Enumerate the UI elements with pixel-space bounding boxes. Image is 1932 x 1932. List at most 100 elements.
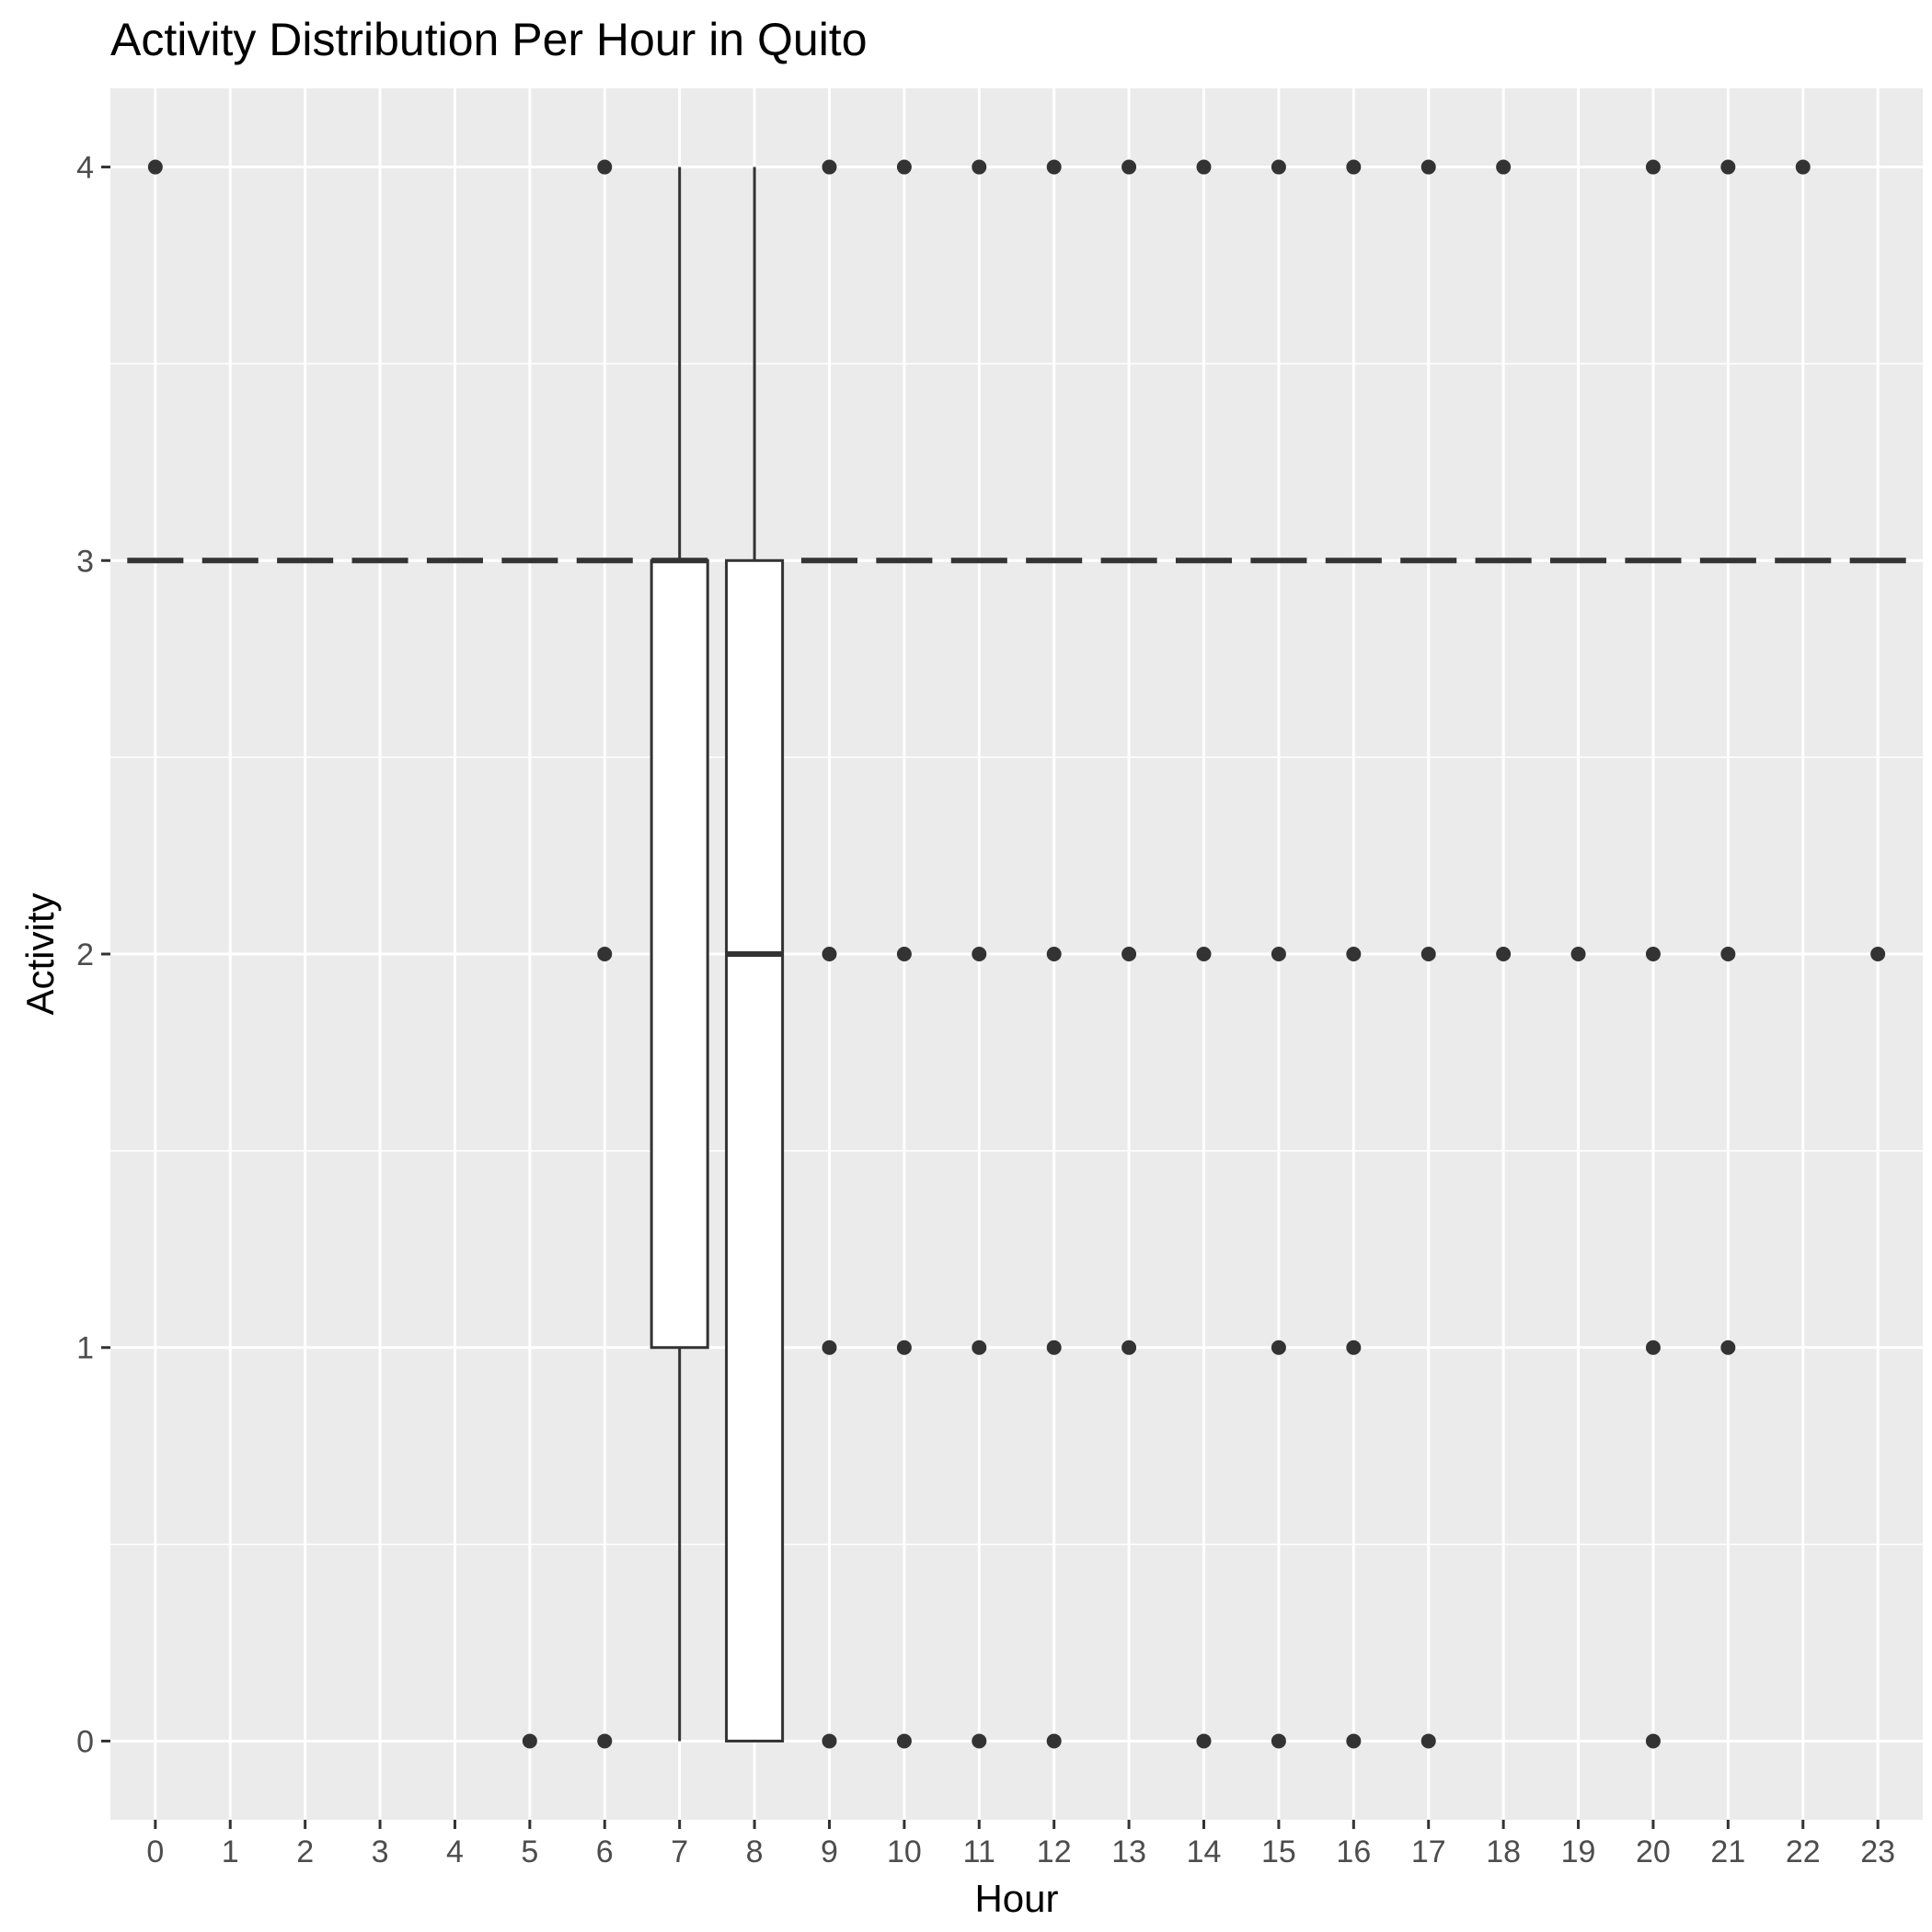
box-hour-19 (1550, 558, 1607, 961)
box-hour-18 (1475, 159, 1532, 961)
outlier-point (1720, 947, 1736, 961)
box-hour-9 (800, 159, 858, 1749)
outlier-point (1121, 947, 1137, 961)
x-tick-label: 12 (1037, 1834, 1072, 1869)
x-tick-label: 15 (1261, 1834, 1296, 1869)
box-hour-12 (1026, 159, 1083, 1749)
x-tick-label: 10 (887, 1834, 922, 1869)
box-hour-23 (1849, 558, 1906, 961)
outlier-point (1795, 159, 1811, 175)
x-tick-label: 4 (446, 1834, 464, 1869)
outlier-point (1271, 1340, 1286, 1355)
outlier-point (822, 159, 837, 175)
box-hour-21 (1699, 159, 1756, 1355)
outlier-point (896, 947, 912, 961)
outlier-point (972, 1340, 987, 1355)
outlier-point (1346, 1340, 1362, 1355)
y-tick-label: 0 (76, 1724, 94, 1759)
x-tick-label: 5 (521, 1834, 538, 1869)
outlier-point (1870, 947, 1886, 961)
outlier-point (1420, 159, 1436, 175)
outlier-point (822, 1733, 837, 1749)
outlier-point (972, 947, 987, 961)
box-hour-10 (876, 159, 933, 1749)
outlier-point (597, 159, 613, 175)
box-body (650, 558, 709, 1350)
x-tick-label: 21 (1710, 1834, 1745, 1869)
box-hour-17 (1400, 159, 1457, 1749)
outlier-point (522, 1733, 537, 1749)
outlier-point (1346, 947, 1362, 961)
outlier-point (822, 947, 837, 961)
x-tick-label: 13 (1111, 1834, 1146, 1869)
box-hour-20 (1625, 159, 1682, 1749)
outlier-point (1645, 1733, 1661, 1749)
x-tick-label: 22 (1786, 1834, 1821, 1869)
box-hour-15 (1250, 159, 1307, 1749)
x-tick-label: 3 (372, 1834, 389, 1869)
box-body (725, 558, 785, 1742)
outlier-point (1645, 947, 1661, 961)
outlier-point (1720, 1340, 1736, 1355)
outlier-point (147, 159, 163, 175)
outlier-point (1645, 1340, 1661, 1355)
box-hour-14 (1175, 159, 1233, 1749)
x-tick-label: 14 (1187, 1834, 1222, 1869)
box-hour-16 (1325, 159, 1382, 1749)
x-tick-label: 16 (1336, 1834, 1371, 1869)
outlier-point (1121, 159, 1137, 175)
x-tick-label: 17 (1411, 1834, 1446, 1869)
outlier-point (1046, 1733, 1062, 1749)
box-hour-8 (725, 167, 785, 1742)
outlier-point (1046, 1340, 1062, 1355)
x-axis-title: Hour (974, 1877, 1058, 1920)
outlier-point (1346, 159, 1362, 175)
x-tick-label: 20 (1636, 1834, 1671, 1869)
outlier-point (972, 1733, 987, 1749)
outlier-point (1196, 947, 1212, 961)
outlier-point (1720, 159, 1736, 175)
box-hour-5 (501, 558, 558, 1749)
outlier-point (1046, 159, 1062, 175)
x-tick-label: 23 (1860, 1834, 1895, 1869)
chart-title: Activity Distribution Per Hour in Quito (110, 14, 868, 65)
outlier-point (1496, 159, 1512, 175)
grid-minor (110, 362, 1923, 1546)
outlier-point (896, 1340, 912, 1355)
outlier-point (1645, 159, 1661, 175)
y-tick-label: 2 (76, 937, 94, 972)
x-tick-label: 18 (1486, 1834, 1521, 1869)
box-hour-13 (1100, 159, 1157, 1355)
x-tick-label: 7 (671, 1834, 688, 1869)
outlier-point (822, 1340, 837, 1355)
box-hour-7 (650, 167, 709, 1742)
y-tick-label: 1 (76, 1331, 94, 1366)
outlier-point (1046, 947, 1062, 961)
box-hour-0 (127, 159, 184, 564)
x-tick-label: 19 (1561, 1834, 1596, 1869)
box-hour-6 (576, 159, 633, 1749)
outlier-point (1496, 947, 1512, 961)
box-hour-22 (1775, 159, 1832, 564)
outlier-point (972, 159, 987, 175)
outlier-point (1420, 1733, 1436, 1749)
outlier-point (1346, 1733, 1362, 1749)
y-axis: 0 1 2 3 4 (76, 151, 110, 1759)
x-tick-label: 2 (296, 1834, 314, 1869)
outlier-point (1271, 159, 1286, 175)
outlier-point (1271, 947, 1286, 961)
outlier-point (896, 159, 912, 175)
outlier-point (1196, 159, 1212, 175)
y-tick-label: 3 (76, 544, 94, 579)
boxplot-series (127, 159, 1906, 1749)
y-tick-label: 4 (76, 151, 94, 186)
x-tick-label: 11 (963, 1834, 995, 1869)
outlier-point (597, 947, 613, 961)
outlier-point (1121, 1340, 1137, 1355)
x-tick-label: 0 (146, 1834, 164, 1869)
x-tick-label: 9 (821, 1834, 838, 1869)
x-tick-label: 8 (746, 1834, 764, 1869)
y-axis-title: Activity (18, 892, 62, 1015)
outlier-point (1196, 1733, 1212, 1749)
